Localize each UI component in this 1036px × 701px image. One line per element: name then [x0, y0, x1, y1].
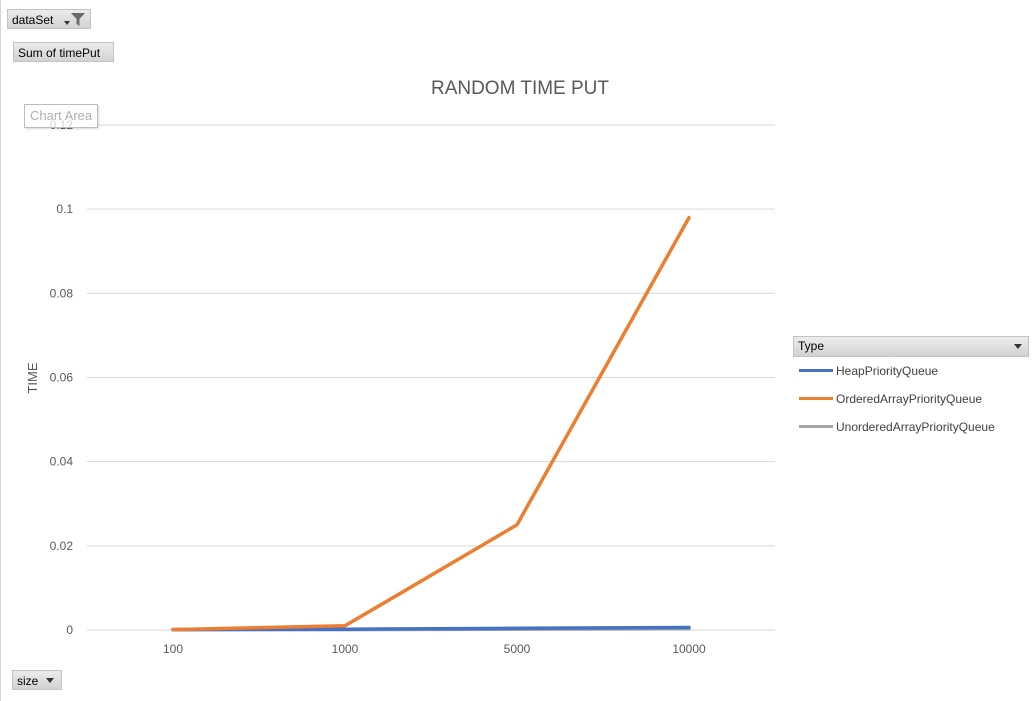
size-field-button[interactable]: size	[12, 670, 62, 690]
caret-down-icon	[64, 21, 70, 25]
sum-of-timeput-button[interactable]: Sum of timePut	[13, 42, 114, 62]
chart-title: RANDOM TIME PUT	[430, 78, 610, 99]
value-field-label: Sum of timePut	[18, 46, 101, 60]
caret-down-icon	[1014, 344, 1022, 349]
y-tick-label: 0.08	[50, 286, 74, 300]
window-edge	[0, 0, 1, 701]
y-tick-label: 0.06	[50, 371, 74, 385]
legend-item-heap[interactable]: HeapPriorityQueue	[799, 362, 938, 380]
legend-swatch	[799, 369, 833, 373]
y-tick-label: 0.1	[56, 202, 73, 216]
legend-field-button[interactable]: Type	[793, 336, 1029, 357]
legend-field-label: Type	[798, 339, 825, 353]
x-tick-label: 10000	[672, 642, 706, 656]
chart-area-tooltip: Chart Area	[24, 104, 99, 128]
x-axis-ticks: 100 1000 5000 10000	[163, 642, 706, 656]
y-axis-ticks: 00.020.040.060.080.10.12	[50, 118, 74, 637]
caret-down-icon	[46, 678, 54, 683]
legend-item-unordered-array[interactable]: UnorderedArrayPriorityQueue	[799, 418, 995, 436]
x-tick-label: 1000	[332, 642, 359, 656]
legend-item-ordered-array[interactable]: OrderedArrayPriorityQueue	[799, 390, 982, 408]
series-lines[interactable]	[171, 215, 691, 632]
gridlines	[87, 124, 775, 631]
dataset-filter-label: dataSet	[12, 13, 54, 27]
y-tick-label: 0.04	[50, 455, 74, 469]
dataset-filter-button[interactable]: dataSet	[7, 9, 91, 29]
series-line-orderedarraypriorityqueue[interactable]	[171, 215, 691, 632]
legend-label: UnorderedArrayPriorityQueue	[836, 420, 995, 434]
y-axis-label: TIME	[25, 362, 40, 393]
legend-swatch	[799, 425, 833, 429]
y-tick-label: 0	[66, 623, 73, 637]
x-tick-label: 5000	[504, 642, 531, 656]
y-tick-label: 0.02	[50, 539, 74, 553]
funnel-icon	[71, 13, 85, 26]
legend-swatch	[799, 397, 833, 401]
legend-label: OrderedArrayPriorityQueue	[836, 392, 983, 406]
legend-label: HeapPriorityQueue	[836, 364, 939, 378]
x-tick-label: 100	[163, 642, 183, 656]
axis-field-label: size	[17, 674, 39, 688]
